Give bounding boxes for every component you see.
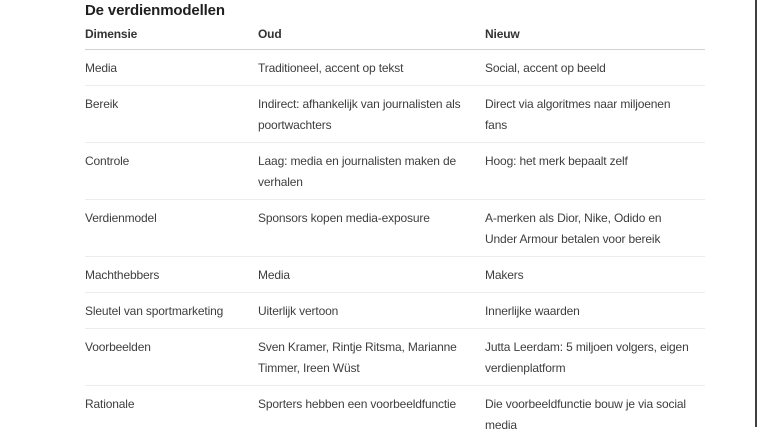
window-right-edge [755, 0, 757, 427]
column-header-oud: Oud [258, 21, 485, 50]
table-cell: Controle [85, 143, 258, 200]
table-cell: Hoog: het merk bepaalt zelf [485, 143, 705, 200]
table-cell: Bereik [85, 86, 258, 143]
verdienmodellen-table: Dimensie Oud Nieuw Media Traditioneel, a… [85, 21, 705, 442]
table-row: Sleutel van sportmarketing Uiterlijk ver… [85, 293, 705, 329]
table-row: Controle Laag: media en journalisten mak… [85, 143, 705, 200]
page-title: De verdienmodellen [85, 0, 705, 20]
table-cell: Makers [485, 257, 705, 293]
table-cell: Indirect: afhankelijk van journalisten a… [258, 86, 485, 143]
column-header-dimensie: Dimensie [85, 21, 258, 50]
table-cell: Die voorbeeldfunctie bouw je via social … [485, 386, 705, 442]
table-row: Bereik Indirect: afhankelijk van journal… [85, 86, 705, 143]
table-cell: Traditioneel, accent op tekst [258, 50, 485, 86]
table-cell: Uiterlijk vertoon [258, 293, 485, 329]
table-cell: Media [85, 50, 258, 86]
table-row: Voorbeelden Sven Kramer, Rintje Ritsma, … [85, 329, 705, 386]
table-cell: Machthebbers [85, 257, 258, 293]
table-row: Machthebbers Media Makers [85, 257, 705, 293]
table-header-row: Dimensie Oud Nieuw [85, 21, 705, 50]
table-row: Media Traditioneel, accent op tekst Soci… [85, 50, 705, 86]
table-cell: Sporters hebben een voorbeeldfunctie [258, 386, 485, 442]
table-cell: Sponsors kopen media-exposure [258, 200, 485, 257]
table-row: Verdienmodel Sponsors kopen media-exposu… [85, 200, 705, 257]
table-cell: Innerlijke waarden [485, 293, 705, 329]
table-cell: A-merken als Dior, Nike, Odido en Under … [485, 200, 705, 257]
table-cell: Rationale [85, 386, 258, 442]
table-row: Rationale Sporters hebben een voorbeeldf… [85, 386, 705, 442]
table-cell: Verdienmodel [85, 200, 258, 257]
table-cell: Direct via algoritmes naar miljoenen fan… [485, 86, 705, 143]
table-cell: Sven Kramer, Rintje Ritsma, Marianne Tim… [258, 329, 485, 386]
column-header-nieuw: Nieuw [485, 21, 705, 50]
table-cell: Jutta Leerdam: 5 miljoen volgers, eigen … [485, 329, 705, 386]
table-cell: Social, accent op beeld [485, 50, 705, 86]
document-content: De verdienmodellen Dimensie Oud Nieuw Me… [85, 0, 705, 442]
table-cell: Media [258, 257, 485, 293]
table-cell: Laag: media en journalisten maken de ver… [258, 143, 485, 200]
table-cell: Voorbeelden [85, 329, 258, 386]
table-cell: Sleutel van sportmarketing [85, 293, 258, 329]
